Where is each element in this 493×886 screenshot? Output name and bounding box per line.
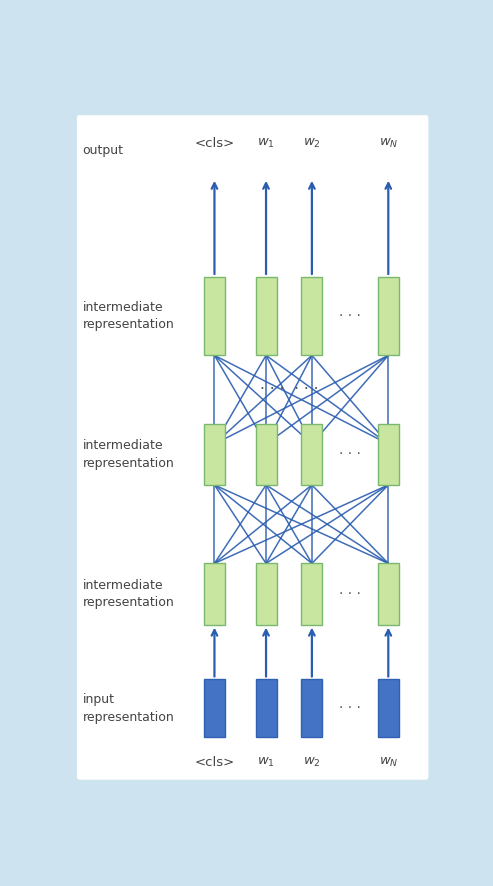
Text: $w_1$: $w_1$ [257,137,275,151]
Bar [204,563,225,625]
Text: $w_1$: $w_1$ [257,756,275,769]
Text: $w_2$: $w_2$ [303,137,321,151]
Text: intermediate
representation: intermediate representation [83,301,175,331]
Bar [301,680,322,737]
Text: output: output [83,144,124,157]
Text: <cls>: <cls> [194,756,235,769]
Text: · · ·: · · · [339,702,361,715]
Bar [204,277,225,355]
Bar [301,563,322,625]
Text: intermediate
representation: intermediate representation [83,439,175,470]
Bar [255,277,277,355]
Bar [301,277,322,355]
FancyBboxPatch shape [77,115,428,780]
Bar [378,563,399,625]
Text: · · ·: · · · [339,447,361,462]
Text: intermediate
representation: intermediate representation [83,579,175,610]
Text: input
representation: input representation [83,693,175,724]
Bar [204,424,225,485]
Text: $w_N$: $w_N$ [379,137,398,151]
Bar [255,563,277,625]
Text: · · ·  · · ·: · · · · · · [260,382,318,397]
Text: $w_2$: $w_2$ [303,756,321,769]
Bar [301,424,322,485]
Bar [378,680,399,737]
Bar [378,277,399,355]
Text: · · ·: · · · [339,309,361,323]
Bar [204,680,225,737]
Bar [378,424,399,485]
Text: <cls>: <cls> [194,137,235,151]
Text: $w_N$: $w_N$ [379,756,398,769]
Bar [255,680,277,737]
Bar [255,424,277,485]
Text: · · ·: · · · [339,587,361,601]
